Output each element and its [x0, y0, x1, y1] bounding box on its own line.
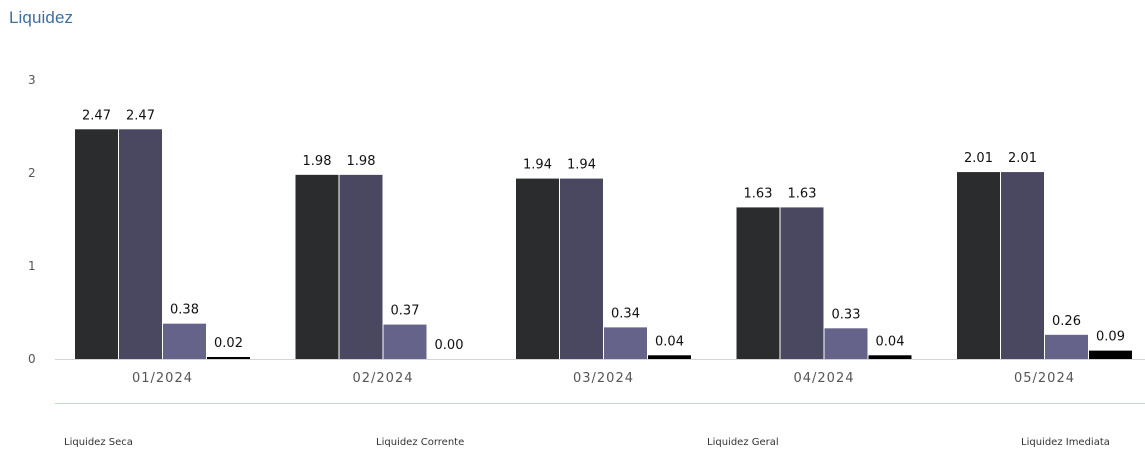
bar[interactable] [868, 355, 912, 359]
bar[interactable] [163, 323, 206, 359]
data-label: 1.63 [744, 186, 773, 201]
bar[interactable] [383, 324, 427, 359]
bar[interactable] [119, 129, 162, 359]
bar[interactable] [516, 178, 559, 359]
x-tick-label: 04/2024 [793, 371, 854, 386]
legend-item-liquidez-seca[interactable]: Liquidez Seca [64, 437, 133, 448]
y-tick-label: 3 [28, 73, 36, 87]
chart-title: Liquidez [9, 8, 74, 27]
bar[interactable] [736, 207, 780, 359]
bar[interactable] [207, 357, 250, 359]
bar[interactable] [1001, 172, 1044, 359]
data-label: 2.47 [82, 108, 111, 123]
data-label: 1.94 [567, 158, 596, 173]
data-label: 0.09 [1096, 330, 1125, 345]
y-axis-ticks: 0 1 2 3 [28, 73, 36, 366]
data-label: 0.04 [655, 334, 684, 349]
bar[interactable] [648, 355, 691, 359]
data-label: 0.26 [1052, 314, 1081, 329]
data-label: 0.02 [214, 336, 243, 351]
bar[interactable] [824, 328, 868, 359]
data-label: 0.37 [391, 304, 420, 319]
bars-group [75, 129, 1132, 359]
data-label: 0.04 [876, 334, 905, 349]
data-label: 1.94 [523, 158, 552, 173]
data-label: 2.01 [964, 151, 993, 166]
x-tick-label: 05/2024 [1014, 371, 1075, 386]
data-label: 2.47 [126, 108, 155, 123]
bar[interactable] [75, 129, 118, 359]
bar[interactable] [780, 207, 824, 359]
y-tick-label: 0 [28, 352, 36, 366]
legend-item-liquidez-geral[interactable]: Liquidez Geral [707, 437, 779, 448]
x-tick-label: 03/2024 [573, 371, 634, 386]
bar[interactable] [339, 174, 383, 359]
bar[interactable] [295, 174, 339, 359]
data-label: 0.00 [435, 338, 464, 353]
bar[interactable] [957, 172, 1000, 359]
data-label: 0.38 [170, 303, 199, 318]
bar[interactable] [1045, 334, 1088, 359]
data-label: 1.98 [347, 154, 376, 169]
x-tick-label: 01/2024 [132, 371, 193, 386]
x-tick-label: 02/2024 [352, 371, 413, 386]
data-labels-group: 2.47 2.47 0.38 0.02 1.98 1.98 0.37 0.00 1.94 1.94… [82, 108, 1125, 353]
bar[interactable] [604, 327, 647, 359]
bar[interactable] [1089, 350, 1132, 359]
data-label: 1.63 [788, 186, 817, 201]
y-tick-label: 2 [28, 166, 36, 180]
y-tick-label: 1 [28, 259, 36, 273]
legend-item-liquidez-corrente[interactable]: Liquidez Corrente [376, 437, 465, 448]
data-label: 1.98 [303, 154, 332, 169]
data-label: 2.01 [1008, 151, 1037, 166]
data-label: 0.34 [611, 306, 640, 321]
bar[interactable] [560, 178, 603, 359]
data-label: 0.33 [832, 307, 861, 322]
x-axis-ticks: 01/2024 02/2024 03/2024 04/2024 05/2024 [132, 371, 1075, 386]
legend-item-liquidez-imediata[interactable]: Liquidez Imediata [1021, 437, 1110, 448]
